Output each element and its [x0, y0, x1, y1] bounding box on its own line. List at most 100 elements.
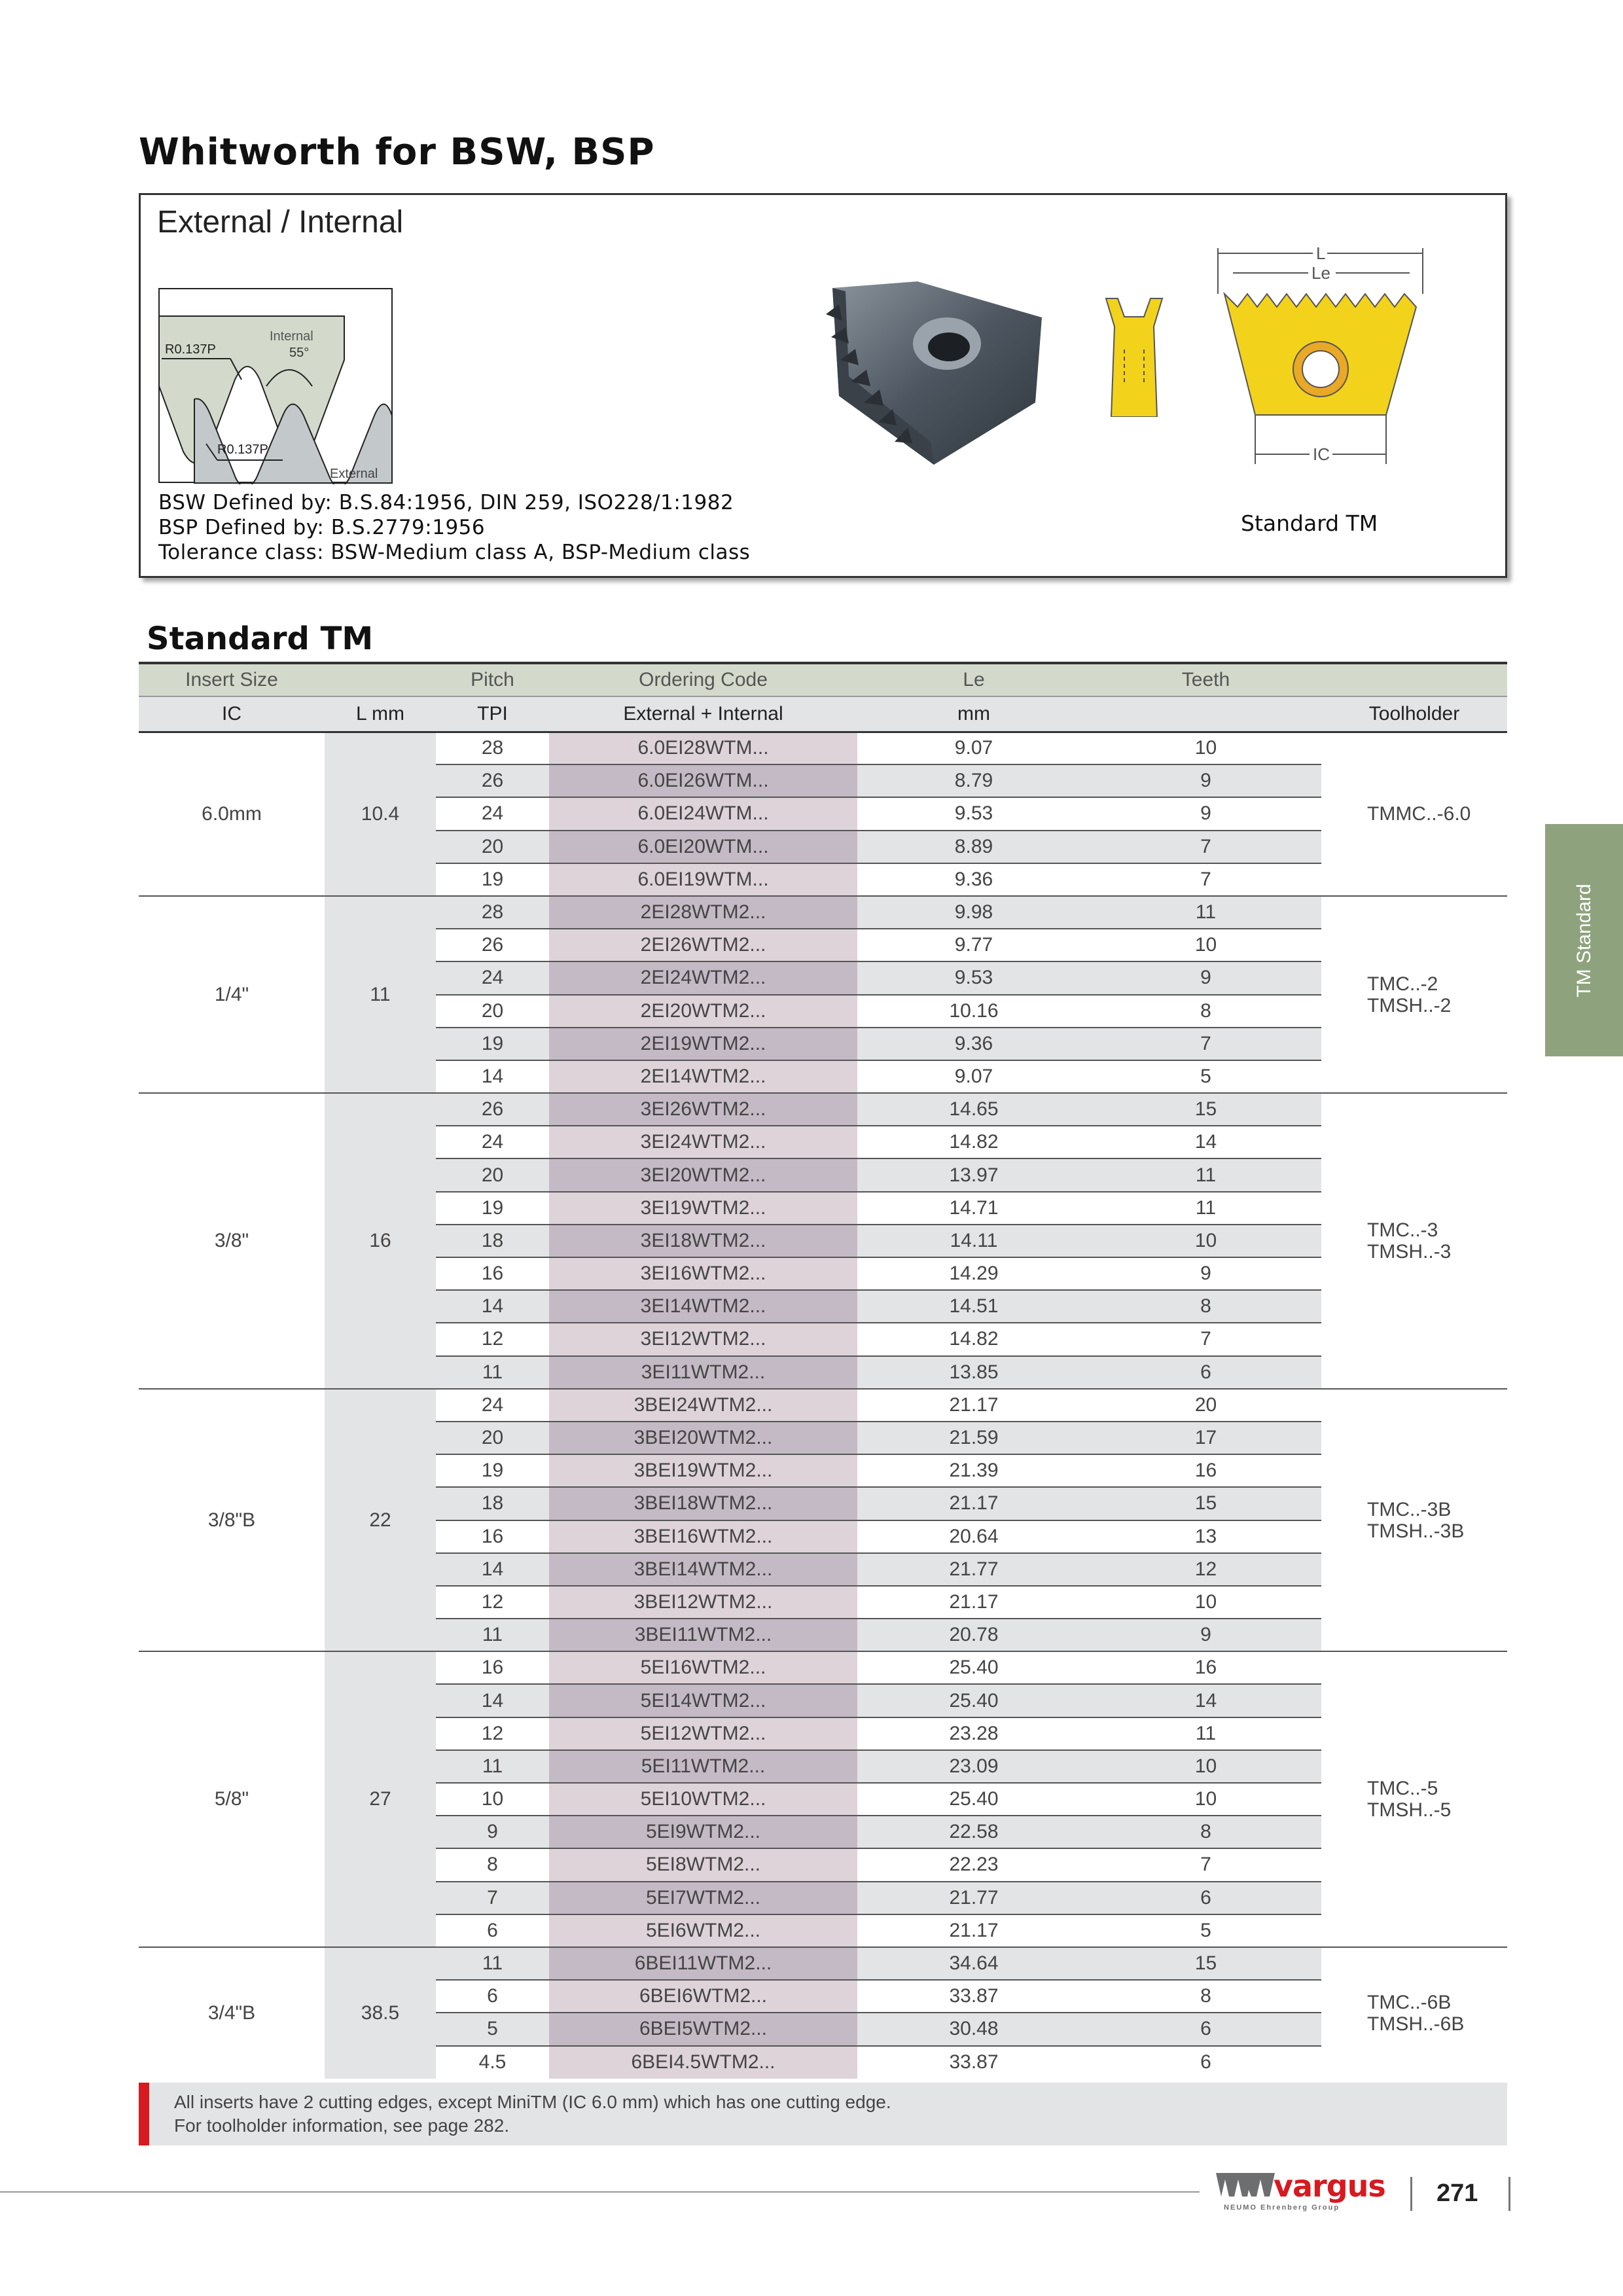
ordering-code: 6BEI4.5WTM2... [549, 2045, 857, 2079]
note-accent-bar [139, 2083, 149, 2145]
ordering-code: 6.0EI26WTM... [549, 764, 857, 798]
table-row: 10 5EI10WTM2... 25.40 10 [139, 1782, 1507, 1816]
teeth-count: 10 [1090, 1749, 1321, 1783]
le-mm: 14.82 [857, 1125, 1090, 1159]
pitch-tpi: 11 [436, 1618, 549, 1652]
col-tpi: TPI [436, 696, 549, 733]
table-row: 26 2EI26WTM2... 9.77 10 [139, 928, 1507, 962]
table-row: 12 3EI12WTM2... 14.82 7 [139, 1322, 1507, 1356]
svg-text:vargus: vargus [1274, 2172, 1385, 2204]
external-label: External [330, 467, 378, 481]
insert-size-ic: 3/4"B [139, 1946, 325, 2079]
le-mm: 22.23 [857, 1848, 1090, 1882]
ordering-code: 2EI24WTM2... [549, 961, 857, 995]
insert-length: 27 [325, 1651, 436, 1947]
side-tab[interactable]: TM Standard [1545, 824, 1623, 1056]
insert-size-ic: 6.0mm [202, 802, 262, 825]
toolholder-code: TMC..-3B [1367, 1498, 1452, 1520]
table-row: 18 3BEI18WTM2... 21.17 15 [139, 1486, 1507, 1520]
pitch-tpi: 8 [436, 1848, 549, 1882]
table-row: 5/8" 27 16 5EI16WTM2... 25.40 16 TMC..-5 TMSH..… [139, 1651, 1507, 1947]
insert-side-view [1105, 298, 1164, 417]
page-number: 271 [1436, 2179, 1478, 2207]
ordering-code: 3EI26WTM2... [549, 1092, 857, 1126]
le-mm: 20.78 [857, 1618, 1090, 1652]
le-mm: 21.17 [857, 1388, 1090, 1422]
le-mm: 21.17 [857, 1585, 1090, 1619]
ordering-code: 5EI8WTM2... [549, 1848, 857, 1882]
teeth-count: 11 [1090, 1191, 1321, 1225]
table-row: 24 2EI24WTM2... 9.53 9 [139, 961, 1507, 995]
teeth-count: 9 [1090, 1618, 1321, 1652]
footer-divider [1508, 2177, 1510, 2211]
ordering-code: 3BEI12WTM2... [549, 1585, 857, 1619]
teeth-count: 9 [1090, 961, 1321, 995]
pitch-tpi: 11 [436, 1355, 549, 1389]
pitch-tpi: 4.5 [436, 2045, 549, 2079]
ordering-code: 5EI6WTM2... [549, 1913, 857, 1947]
col-teeth: Teeth [1090, 663, 1321, 697]
pitch-tpi: 16 [436, 1256, 549, 1291]
pitch-tpi: 20 [436, 1420, 549, 1455]
teeth-count: 6 [1090, 1880, 1321, 1914]
dim-Le: Le [1311, 263, 1330, 283]
le-mm: 21.17 [857, 1486, 1090, 1520]
le-mm: 21.77 [857, 1880, 1090, 1914]
le-mm: 22.58 [857, 1815, 1090, 1849]
insert-profile-diagram: L Le IC [1217, 243, 1423, 464]
toolholder-code: TMSH..-3 [1367, 1240, 1452, 1263]
teeth-count: 6 [1090, 1355, 1321, 1389]
table-row: 24 6.0EI24WTM... 9.53 9 [139, 797, 1507, 831]
dim-IC: IC [1313, 444, 1330, 464]
col-ic: IC [139, 696, 325, 733]
ordering-code: 5EI7WTM2... [549, 1880, 857, 1914]
ordering-code: 2EI19WTM2... [549, 1026, 857, 1060]
table-row: 24 3EI24WTM2... 14.82 14 [139, 1125, 1507, 1159]
toolholder-code: TMC..-5 [1367, 1778, 1438, 1800]
pitch-tpi: 20 [436, 829, 549, 863]
teeth-count: 9 [1090, 1256, 1321, 1291]
toolholder-code: TMSH..-2 [1367, 994, 1452, 1016]
table-row: 14 3EI14WTM2... 14.51 8 [139, 1289, 1507, 1323]
col-blank [325, 663, 436, 697]
ordering-code: 3EI12WTM2... [549, 1322, 857, 1356]
teeth-count: 14 [1090, 1125, 1321, 1159]
pitch-tpi: 26 [436, 764, 549, 798]
pitch-tpi: 24 [436, 1125, 549, 1159]
section-title: Standard TM [147, 620, 374, 657]
le-mm: 25.40 [857, 1782, 1090, 1816]
pitch-tpi: 16 [436, 1651, 549, 1685]
ordering-code: 5EI14WTM2... [549, 1683, 857, 1717]
logo-subtitle: NEUMO Ehrenberg Group [1224, 2204, 1340, 2212]
col-blank [1321, 663, 1507, 697]
le-mm: 9.07 [954, 737, 993, 759]
teeth-count: 9 [1090, 764, 1321, 798]
pitch-tpi: 14 [436, 1683, 549, 1717]
le-mm: 21.77 [857, 1552, 1090, 1586]
le-mm: 9.36 [857, 1026, 1090, 1060]
table-row: 14 5EI14WTM2... 25.40 14 [139, 1683, 1507, 1717]
ordering-code: 2EI20WTM2... [549, 994, 857, 1028]
table-row: 19 3EI19WTM2... 14.71 11 [139, 1191, 1507, 1225]
insert-3d-image [826, 281, 1042, 465]
insert-table: Insert Size Pitch Ordering Code Le Teeth… [139, 662, 1507, 2079]
table-row: 14 3BEI14WTM2... 21.77 12 [139, 1552, 1507, 1586]
le-mm: 14.11 [857, 1223, 1090, 1257]
pitch-tpi: 24 [436, 797, 549, 831]
insert-length: 10.4 [325, 732, 436, 896]
thread-profile-diagram: R0.137P Internal 55° R0.137P External [158, 288, 393, 484]
pitch-tpi: 19 [436, 862, 549, 896]
angle-arc [266, 369, 313, 387]
pitch-tpi: 26 [436, 1092, 549, 1126]
table-row: 8 5EI8WTM2... 22.23 7 [139, 1848, 1507, 1882]
ordering-code: 5EI9WTM2... [549, 1815, 857, 1849]
ordering-code: 3EI11WTM2... [549, 1355, 857, 1389]
internal-label: Internal [270, 329, 313, 344]
pitch-tpi: 11 [436, 1749, 549, 1783]
ordering-code: 3EI16WTM2... [549, 1256, 857, 1291]
header-row-1: Insert Size Pitch Ordering Code Le Teeth [139, 663, 1507, 697]
ordering-code: 3EI14WTM2... [549, 1289, 857, 1323]
ordering-code: 2EI28WTM2... [549, 895, 857, 929]
ordering-code: 6.0EI28WTM... [549, 732, 857, 765]
ordering-code: 3BEI19WTM2... [549, 1454, 857, 1488]
